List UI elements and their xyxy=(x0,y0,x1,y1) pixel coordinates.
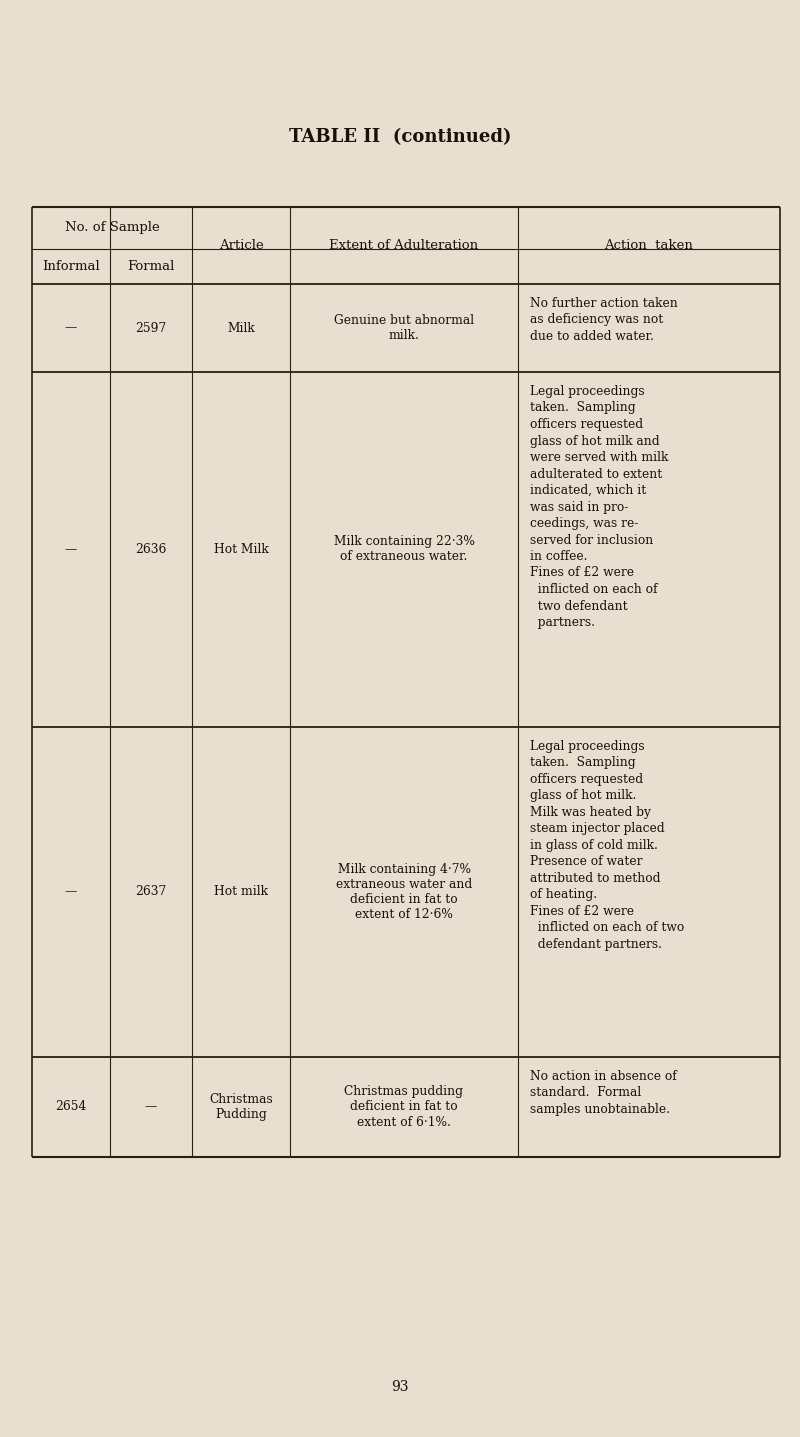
Text: Article: Article xyxy=(218,239,263,251)
Text: Extent of Adulteration: Extent of Adulteration xyxy=(330,239,478,251)
Text: Hot Milk: Hot Milk xyxy=(214,543,268,556)
Text: 2636: 2636 xyxy=(135,543,166,556)
Text: No further action taken
as deficiency was not
due to added water.: No further action taken as deficiency wa… xyxy=(530,297,678,343)
Text: Legal proceedings
taken.  Sampling
officers requested
glass of hot milk.
Milk wa: Legal proceedings taken. Sampling office… xyxy=(530,740,684,951)
Text: Formal: Formal xyxy=(127,260,174,273)
Text: Legal proceedings
taken.  Sampling
officers requested
glass of hot milk and
were: Legal proceedings taken. Sampling office… xyxy=(530,385,668,629)
Text: 2637: 2637 xyxy=(135,885,166,898)
Text: Hot milk: Hot milk xyxy=(214,885,268,898)
Text: Christmas pudding
deficient in fat to
extent of 6·1%.: Christmas pudding deficient in fat to ex… xyxy=(345,1085,463,1128)
Text: Milk containing 22·3%
of extraneous water.: Milk containing 22·3% of extraneous wate… xyxy=(334,536,474,563)
Text: Milk containing 4·7%
extraneous water and
deficient in fat to
extent of 12·6%: Milk containing 4·7% extraneous water an… xyxy=(336,864,472,921)
Text: —: — xyxy=(65,322,77,335)
Text: 93: 93 xyxy=(391,1380,409,1394)
Text: No. of Sample: No. of Sample xyxy=(65,221,159,234)
Text: Milk: Milk xyxy=(227,322,255,335)
Text: TABLE II  (continued): TABLE II (continued) xyxy=(289,128,511,147)
Text: No action in absence of
standard.  Formal
samples unobtainable.: No action in absence of standard. Formal… xyxy=(530,1071,677,1117)
Text: 2597: 2597 xyxy=(135,322,166,335)
Text: Christmas
Pudding: Christmas Pudding xyxy=(209,1094,273,1121)
Text: 2654: 2654 xyxy=(55,1101,86,1114)
Text: —: — xyxy=(65,543,77,556)
Text: Action  taken: Action taken xyxy=(605,239,694,251)
Text: —: — xyxy=(65,885,77,898)
Text: Informal: Informal xyxy=(42,260,100,273)
Text: —: — xyxy=(145,1101,157,1114)
Text: Genuine but abnormal
milk.: Genuine but abnormal milk. xyxy=(334,315,474,342)
